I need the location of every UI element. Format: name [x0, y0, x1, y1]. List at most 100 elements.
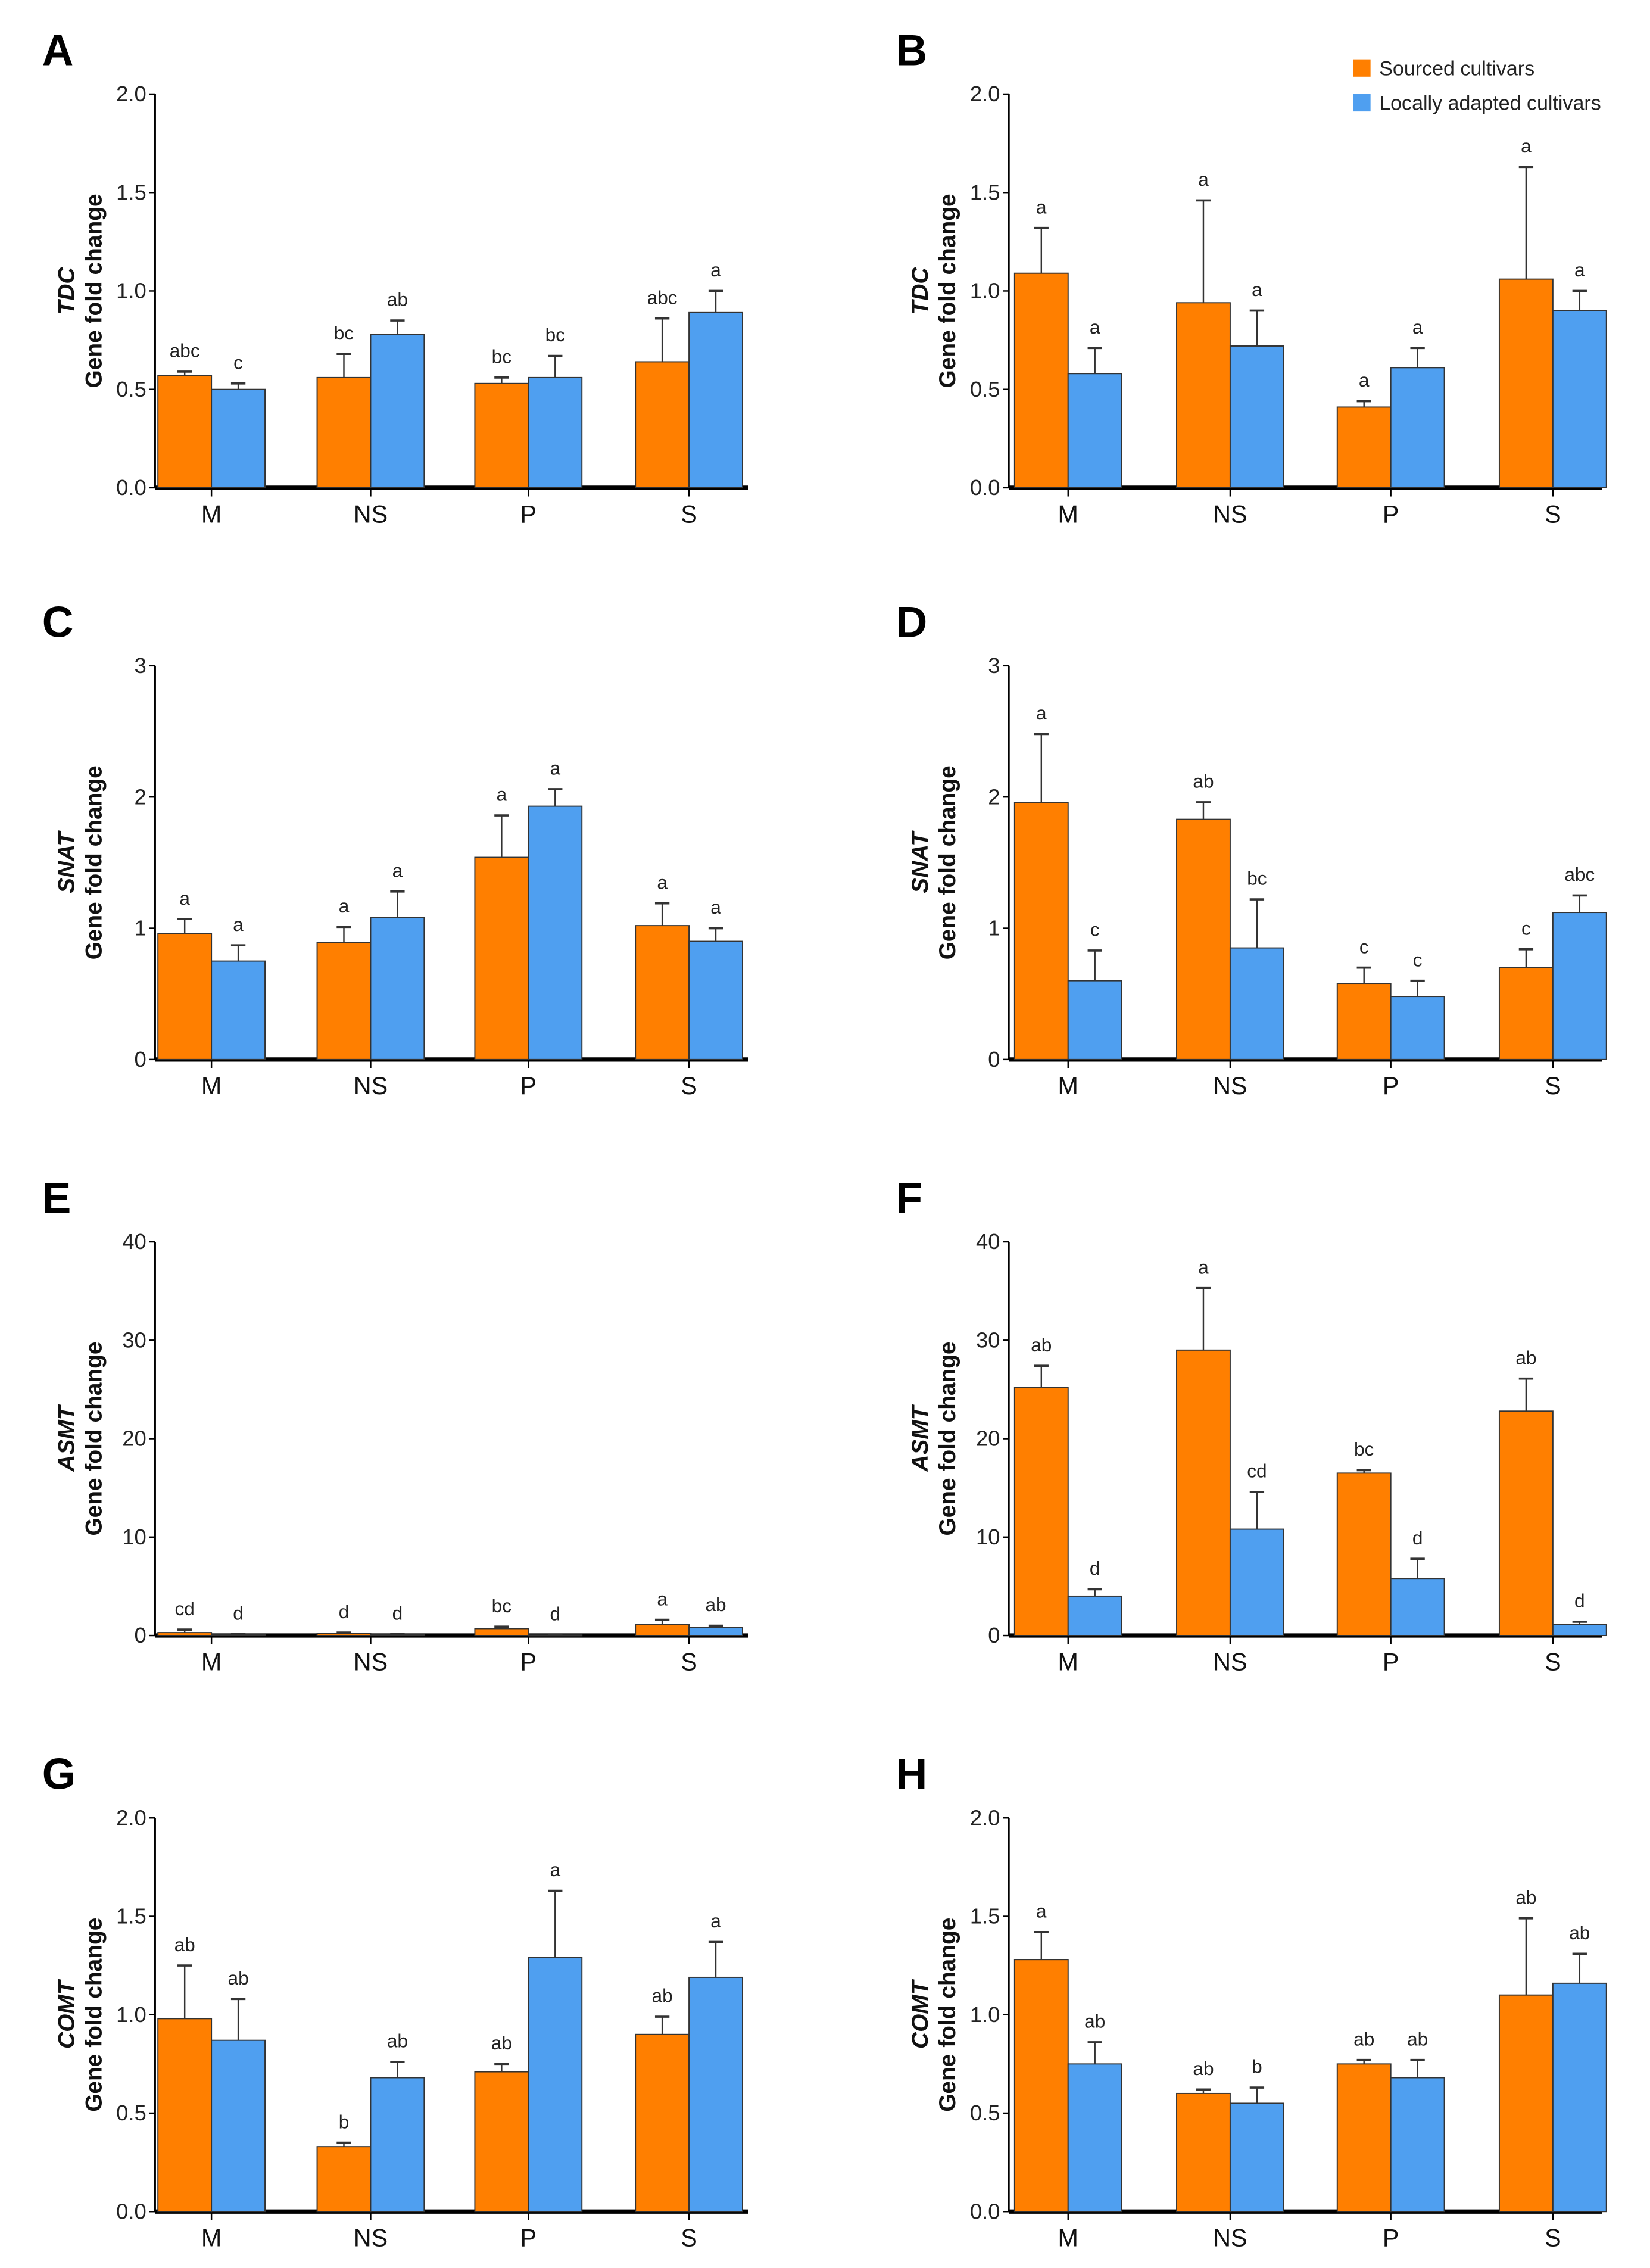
- bar-local-P: [1390, 1578, 1445, 1637]
- bar-local-S: [1552, 1624, 1607, 1637]
- bar-local-P: [528, 376, 583, 488]
- y-tick-label: 1: [135, 916, 146, 940]
- significance-letter: d: [339, 1601, 350, 1622]
- bar-sourced-M: [1013, 272, 1069, 488]
- x-tick-label: NS: [354, 1072, 388, 1099]
- bar-sourced-P: [474, 1628, 529, 1637]
- significance-letter: ab: [387, 2030, 408, 2052]
- y-tick-label: 30: [122, 1328, 146, 1352]
- x-tick-label: M: [201, 1072, 222, 1099]
- bar-local-S: [1552, 912, 1607, 1060]
- x-tick-label: S: [1545, 2225, 1561, 2252]
- significance-letter: d: [233, 1602, 244, 1624]
- y-axis-label: SNAT Gene fold change: [907, 765, 960, 959]
- significance-letter: ab: [652, 1985, 673, 2007]
- y-axis-label: ASMT Gene fold change: [907, 1341, 960, 1535]
- y-axis-label: TDC Gene fold change: [907, 194, 960, 388]
- y-tick-label: 0.5: [116, 2101, 146, 2125]
- y-tick-label: 20: [976, 1426, 1000, 1451]
- significance-letter: bc: [492, 1595, 511, 1616]
- x-tick-label: S: [1545, 1072, 1561, 1099]
- panel-letter: E: [42, 1174, 71, 1222]
- significance-letter: ab: [1515, 1886, 1536, 1908]
- significance-letter: bc: [545, 324, 565, 345]
- significance-letter: a: [1574, 259, 1585, 281]
- gene-name: COMT: [907, 1979, 933, 2049]
- significance-letter: ab: [1353, 2028, 1374, 2049]
- bar-local-S: [688, 1976, 743, 2213]
- y-tick-label: 2: [135, 784, 146, 809]
- significance-letter: bc: [1247, 868, 1267, 889]
- bar-sourced-P: [474, 856, 529, 1060]
- bar-local-M: [211, 960, 266, 1060]
- bar-local-S: [688, 311, 743, 488]
- bar-sourced-S: [1498, 1410, 1554, 1637]
- legend-label-local: Locally adapted cultivars: [1379, 92, 1601, 115]
- panel-F: F ASMT Gene fold change 0 10 20 30 40 Mab d NS a cd P…: [896, 1174, 1607, 1675]
- y-tick-label: 0: [135, 1047, 146, 1071]
- x-tick-label: S: [681, 500, 697, 528]
- panel-letter: D: [896, 598, 928, 646]
- bar-sourced-NS: [316, 1633, 372, 1637]
- panel-letter: B: [896, 26, 928, 74]
- y-tick-label: 0.5: [970, 2101, 1000, 2125]
- bar-sourced-M: [157, 375, 213, 488]
- y-tick-label: 2.0: [116, 82, 146, 106]
- panel-H: H COMT Gene fold change 0.0 0.5 1.0 1.5 2.0 Ma ab…: [896, 1750, 1607, 2252]
- significance-letter: ab: [1407, 2028, 1428, 2049]
- y-axis-label: ASMT Gene fold change: [54, 1341, 107, 1535]
- y-tick-label: 1.5: [116, 180, 146, 204]
- bar-local-M: [1067, 2063, 1122, 2213]
- significance-letter: a: [1198, 169, 1209, 190]
- y-tick-label: 0: [135, 1623, 146, 1647]
- gene-name: SNAT: [907, 830, 933, 893]
- bar-local-NS: [1229, 2102, 1284, 2213]
- significance-letter: ab: [1193, 771, 1214, 792]
- panel-E: E ASMT Gene fold change 0 10 20 30 40 Mcd d NS d d Pb…: [42, 1174, 748, 1675]
- x-tick-label: S: [681, 1072, 697, 1099]
- bar-local-P: [528, 805, 583, 1060]
- y-tick-label: 0.0: [970, 475, 1000, 500]
- significance-letter: abc: [647, 286, 678, 308]
- significance-letter: ab: [1515, 1347, 1536, 1368]
- significance-letter: ab: [387, 289, 408, 310]
- gene-name: COMT: [54, 1979, 79, 2049]
- bar-sourced-M: [1013, 1959, 1069, 2213]
- x-tick-label: NS: [1213, 500, 1247, 528]
- bar-local-NS: [370, 2077, 425, 2213]
- bar-local-M: [211, 2039, 266, 2213]
- y-tick-label: 30: [976, 1328, 1000, 1352]
- y-tick-label: 0: [988, 1047, 1000, 1071]
- significance-letter: ab: [491, 2032, 512, 2054]
- significance-letter: b: [339, 2111, 350, 2132]
- y-tick-label: 1.0: [970, 279, 1000, 303]
- y-tick-label: 10: [122, 1525, 146, 1549]
- y-tick-label: 10: [976, 1525, 1000, 1549]
- y-axis-title: Gene fold change: [81, 194, 107, 388]
- gene-name: ASMT: [907, 1404, 933, 1472]
- significance-letter: a: [710, 259, 721, 281]
- x-tick-label: S: [681, 1648, 697, 1675]
- bar-local-M: [1067, 980, 1122, 1060]
- y-tick-label: 40: [122, 1229, 146, 1254]
- x-tick-label: S: [1545, 1648, 1561, 1675]
- bar-sourced-P: [474, 382, 529, 488]
- y-tick-label: 40: [976, 1229, 1000, 1254]
- bar-local-S: [1552, 1982, 1607, 2213]
- significance-letter: abc: [1564, 864, 1595, 885]
- x-tick-label: NS: [354, 2225, 388, 2252]
- significance-letter: a: [1036, 196, 1047, 217]
- bar-sourced-P: [1336, 983, 1392, 1060]
- x-tick-label: M: [201, 2225, 222, 2252]
- significance-letter: c: [1413, 949, 1423, 970]
- significance-letter: ab: [1084, 2011, 1105, 2032]
- bar-sourced-P: [1336, 1472, 1392, 1637]
- y-tick-label: 1.5: [116, 1904, 146, 1929]
- x-tick-label: M: [1058, 2225, 1078, 2252]
- y-axis-title: Gene fold change: [935, 194, 960, 388]
- panel-letter: A: [42, 26, 74, 74]
- x-tick-label: M: [201, 1648, 222, 1675]
